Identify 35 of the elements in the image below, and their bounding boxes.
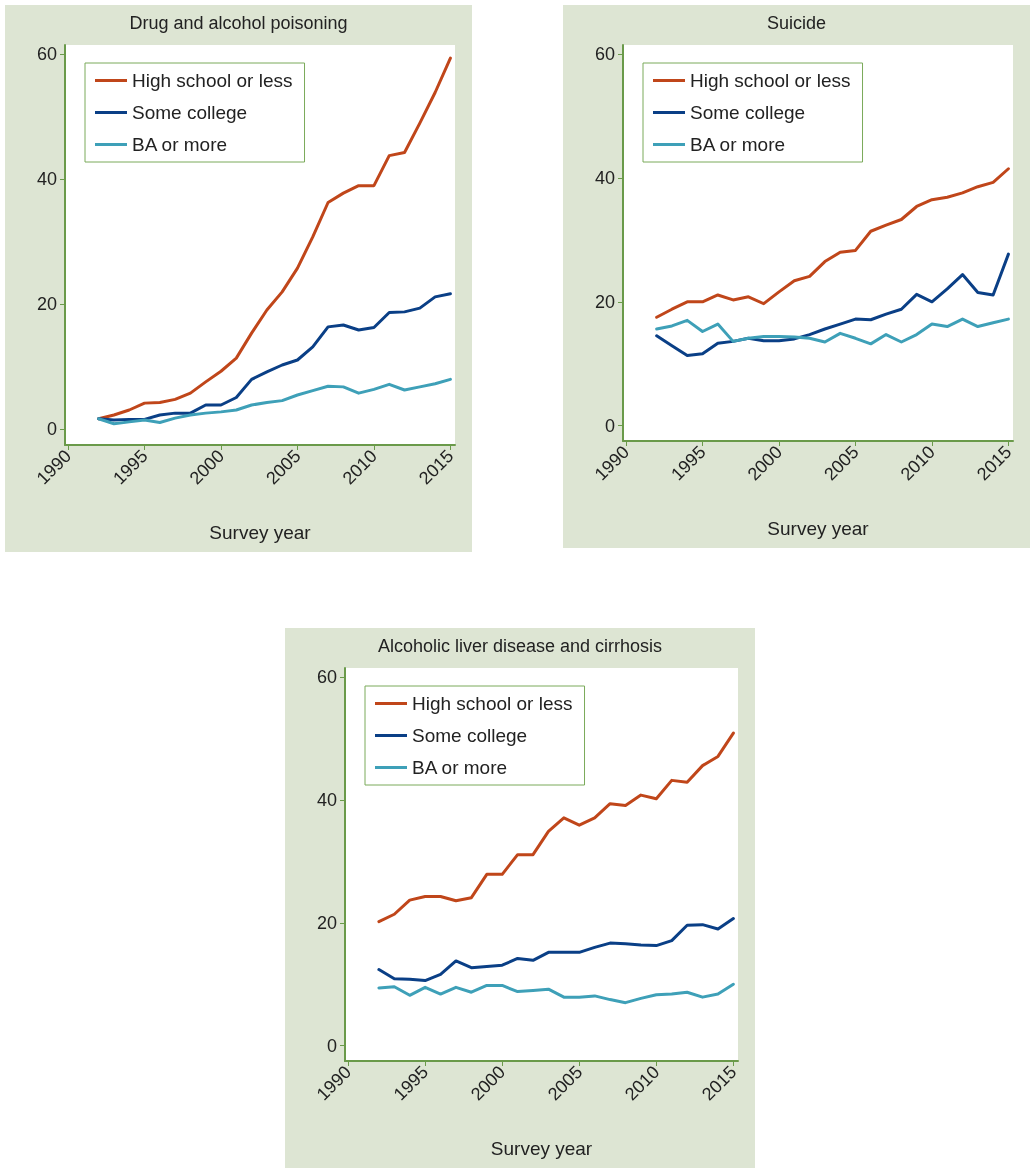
legend-label: High school or less	[412, 693, 573, 714]
y-tick-label: 0	[46, 419, 57, 440]
x-axis-title: Survey year	[490, 1138, 593, 1159]
line-series	[97, 377, 452, 426]
line-series	[377, 917, 735, 983]
y-tick-label: 0	[326, 1035, 337, 1056]
legend-label: Some college	[132, 102, 248, 123]
legend-label: BA or more	[690, 134, 786, 155]
y-tick-label: 40	[36, 169, 57, 190]
legend-label: Some college	[690, 102, 806, 123]
y-tick-label: 0	[604, 415, 615, 436]
legend-label: BA or more	[132, 134, 228, 155]
line-series	[655, 317, 1010, 346]
legend-label: Some college	[412, 725, 528, 746]
line-series	[655, 252, 1010, 358]
chart-title: Drug and alcohol poisoning	[129, 13, 348, 33]
y-tick-label: 40	[594, 168, 615, 189]
line-series	[377, 731, 735, 924]
y-tick-label: 40	[316, 790, 337, 811]
y-tick-label: 20	[36, 294, 57, 315]
chart-title: Alcoholic liver disease and cirrhosis	[377, 636, 663, 656]
line-series	[377, 982, 735, 1005]
y-tick-label: 60	[594, 44, 615, 65]
x-axis-title: Survey year	[209, 522, 312, 543]
legend-label: High school or less	[690, 70, 851, 91]
legend-label: BA or more	[412, 757, 508, 778]
legend-label: High school or less	[132, 70, 293, 91]
line-series	[97, 292, 452, 422]
y-tick-label: 60	[36, 44, 57, 65]
line-series	[655, 167, 1010, 319]
y-tick-label: 20	[594, 291, 615, 312]
y-tick-label: 60	[316, 667, 337, 688]
y-tick-label: 20	[316, 912, 337, 933]
x-axis-title: Survey year	[767, 518, 870, 539]
chart-title: Suicide	[766, 13, 827, 33]
